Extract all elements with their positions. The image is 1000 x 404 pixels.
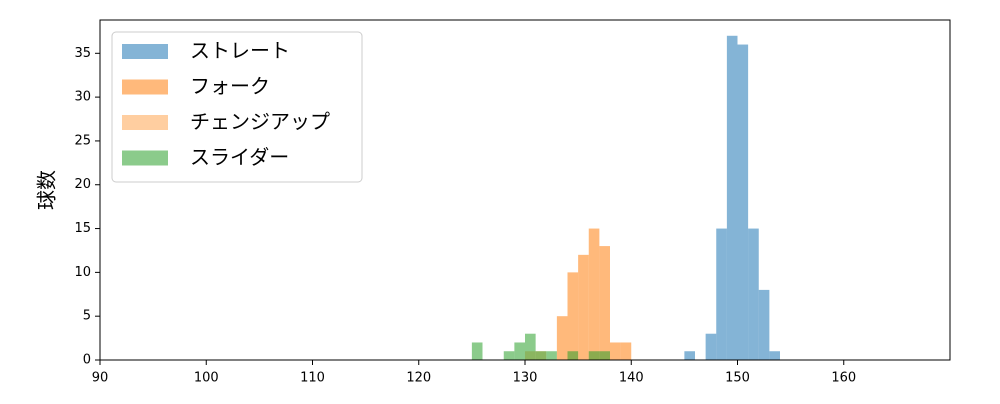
legend-swatch — [122, 115, 168, 130]
x-tick-label: 90 — [92, 371, 109, 386]
bar — [514, 342, 525, 360]
bar — [758, 289, 770, 360]
bar — [556, 316, 568, 360]
y-tick-label: 35 — [74, 46, 91, 61]
bar — [599, 351, 610, 360]
y-axis-label: 球数 — [35, 170, 59, 210]
legend-swatch — [122, 79, 168, 95]
bar — [471, 342, 483, 360]
bar — [610, 342, 621, 360]
bar — [737, 44, 749, 361]
y-tick-label: 0 — [83, 353, 91, 368]
y-tick-label: 15 — [74, 221, 91, 236]
x-tick-label: 130 — [513, 371, 538, 386]
y-tick-label: 30 — [74, 90, 91, 105]
y-tick-label: 25 — [74, 133, 91, 148]
bar — [546, 351, 557, 360]
bar — [684, 351, 695, 360]
bar — [588, 351, 600, 360]
x-tick-label: 160 — [831, 371, 856, 386]
legend-swatch — [122, 150, 168, 166]
legend-box — [111, 31, 363, 183]
x-tick-label: 100 — [194, 371, 219, 386]
x-tick-label: 110 — [300, 371, 325, 386]
legend-label: チェンジアップ — [190, 110, 330, 134]
y-tick-label: 10 — [74, 265, 91, 280]
bar — [567, 272, 579, 360]
legend-label: ストレート — [190, 39, 290, 63]
bar — [535, 351, 547, 360]
bar — [769, 351, 780, 360]
legend-label: フォーク — [190, 74, 270, 98]
bar — [588, 228, 600, 360]
bar — [748, 228, 759, 360]
y-tick-label: 5 — [83, 309, 91, 324]
y-tick-label: 20 — [74, 177, 91, 192]
bar — [705, 333, 717, 360]
x-tick-label: 140 — [619, 371, 644, 386]
bar — [503, 351, 515, 360]
bar — [567, 351, 579, 360]
bar — [578, 254, 589, 360]
bar — [599, 246, 610, 360]
bar — [726, 35, 738, 361]
bar — [525, 333, 536, 360]
legend-swatch — [122, 44, 168, 59]
x-tick-label: 120 — [406, 371, 431, 386]
x-tick-label: 150 — [725, 371, 750, 386]
bar — [716, 228, 727, 360]
legend-label: スライダー — [190, 145, 289, 169]
bar — [620, 342, 632, 360]
